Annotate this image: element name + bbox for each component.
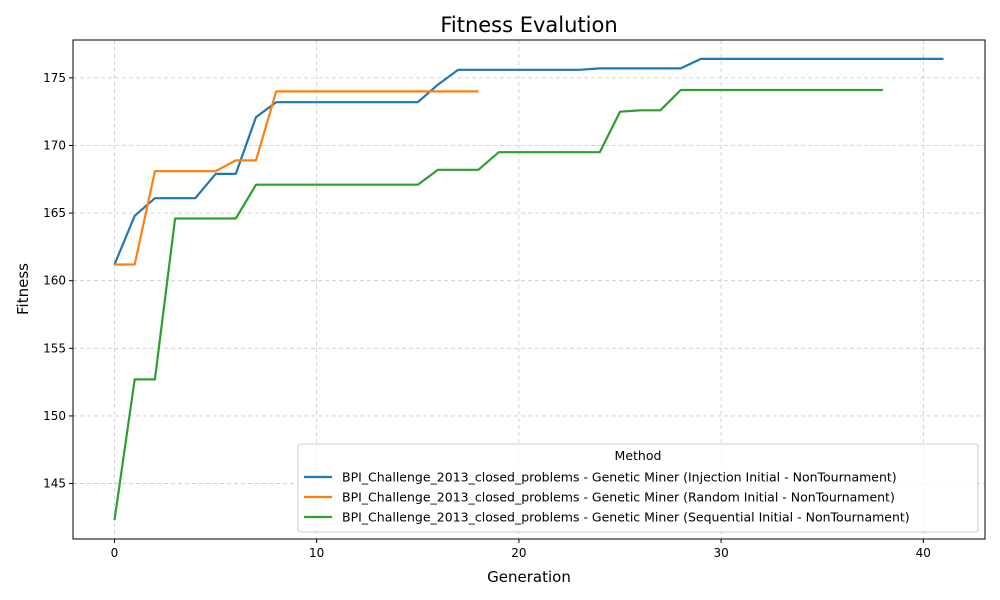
y-axis-title: Fitness	[14, 263, 32, 315]
chart-title: Fitness Evalution	[440, 13, 617, 37]
y-axis-ticks: 145 150 155 160 165 170 175	[43, 71, 73, 491]
plot-area-frame	[72, 39, 986, 540]
y-tick-label: 155	[43, 341, 66, 355]
y-tick-label: 160	[43, 274, 66, 288]
series-line	[114, 90, 479, 266]
y-tick-label: 175	[43, 71, 66, 85]
legend-box	[297, 443, 979, 533]
legend: Method BPI_Challenge_2013_closed_problem…	[297, 443, 979, 533]
x-tick-label: 0	[111, 546, 119, 560]
x-axis-title: Generation	[487, 568, 571, 586]
series-line	[113, 57, 944, 265]
y-tick-label: 145	[43, 477, 66, 491]
legend-entry-label: BPI_Challenge_2013_closed_problems - Gen…	[342, 470, 897, 485]
x-tick-label: 20	[511, 546, 526, 560]
legend-entry-label: BPI_Challenge_2013_closed_problems - Gen…	[342, 490, 895, 505]
y-tick-label: 165	[43, 206, 66, 220]
series-lines	[113, 57, 944, 521]
y-tick-label: 150	[43, 409, 66, 423]
y-tick-label: 170	[43, 138, 66, 152]
legend-entry-label: BPI_Challenge_2013_closed_problems - Gen…	[342, 510, 910, 525]
series-line	[113, 88, 883, 521]
x-tick-label: 40	[916, 546, 931, 560]
legend-items: BPI_Challenge_2013_closed_problems - Gen…	[304, 470, 910, 525]
x-tick-label: 10	[309, 546, 324, 560]
x-tick-label: 30	[713, 546, 728, 560]
legend-title: Method	[615, 448, 662, 463]
x-axis-ticks: 0 10 20 30 40	[111, 539, 931, 560]
